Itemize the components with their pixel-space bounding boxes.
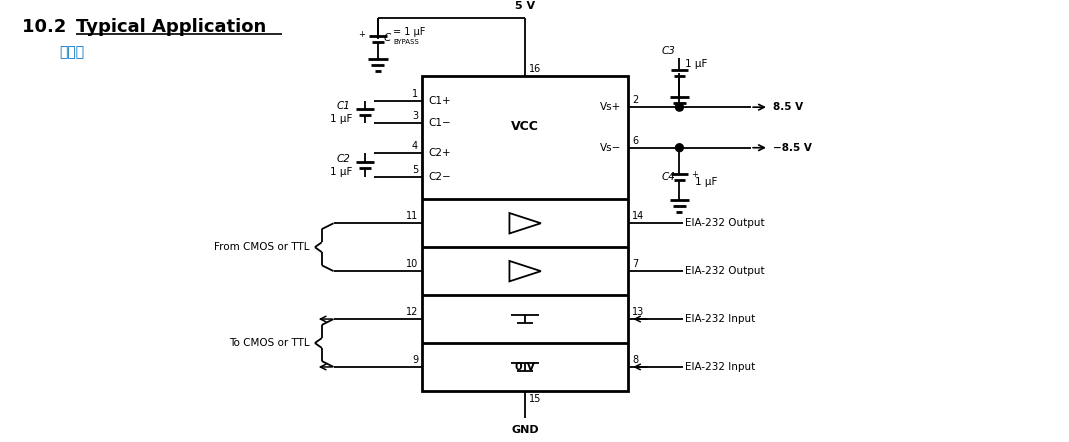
Text: 5 V: 5 V	[515, 0, 536, 11]
Text: C: C	[384, 33, 391, 43]
Text: 5: 5	[412, 165, 418, 175]
Text: From CMOS or TTL: From CMOS or TTL	[215, 242, 310, 252]
Text: EIA-232 Input: EIA-232 Input	[685, 314, 756, 324]
Circle shape	[676, 103, 683, 111]
Text: Vs+: Vs+	[600, 102, 621, 112]
Text: EIA-232 Output: EIA-232 Output	[685, 218, 765, 228]
Text: 1 μF: 1 μF	[330, 167, 352, 177]
Text: 8.5 V: 8.5 V	[773, 102, 803, 112]
Text: To CMOS or TTL: To CMOS or TTL	[230, 338, 310, 348]
Text: 1 μF: 1 μF	[685, 59, 708, 69]
Text: 1 μF: 1 μF	[695, 177, 717, 187]
Text: 8: 8	[632, 355, 638, 365]
Text: +: +	[358, 30, 365, 39]
Text: 4: 4	[412, 141, 418, 151]
Text: 6: 6	[632, 136, 638, 146]
Text: 10: 10	[406, 259, 418, 269]
Text: 11: 11	[406, 211, 418, 221]
Text: 9: 9	[412, 355, 418, 365]
Bar	[422, 76, 629, 391]
Text: VCC: VCC	[511, 120, 539, 133]
Text: C1+: C1+	[429, 96, 451, 106]
Text: 2: 2	[632, 95, 638, 105]
Text: C1−: C1−	[429, 118, 451, 128]
Text: 13: 13	[632, 307, 645, 317]
Text: 15: 15	[529, 394, 542, 404]
Text: 12: 12	[406, 307, 418, 317]
Text: C2−: C2−	[429, 172, 451, 182]
Text: −8.5 V: −8.5 V	[773, 143, 811, 152]
Text: 7: 7	[632, 259, 638, 269]
Text: 16: 16	[529, 64, 541, 73]
Text: = 1 μF: = 1 μF	[393, 27, 425, 37]
Text: 10.2: 10.2	[22, 18, 79, 35]
Text: +: +	[692, 171, 698, 179]
Text: BYPASS: BYPASS	[393, 39, 419, 45]
Text: 1: 1	[412, 89, 418, 99]
Text: GND: GND	[511, 425, 539, 435]
Circle shape	[676, 144, 683, 152]
Text: 1 μF: 1 μF	[330, 114, 352, 124]
Text: EIA-232 Output: EIA-232 Output	[685, 266, 765, 276]
Text: EIA-232 Input: EIA-232 Input	[685, 362, 756, 372]
Text: C4: C4	[662, 172, 676, 182]
Text: Vs−: Vs−	[600, 143, 621, 152]
Text: C1: C1	[337, 101, 351, 111]
Text: C2: C2	[337, 154, 351, 164]
Text: C2+: C2+	[429, 148, 451, 158]
Text: 典型的: 典型的	[60, 45, 84, 59]
Text: 14: 14	[632, 211, 645, 221]
Text: C3: C3	[662, 46, 676, 56]
Text: Typical Application: Typical Application	[76, 18, 266, 35]
Text: 0 V: 0 V	[515, 362, 536, 372]
Text: 3: 3	[412, 111, 418, 121]
